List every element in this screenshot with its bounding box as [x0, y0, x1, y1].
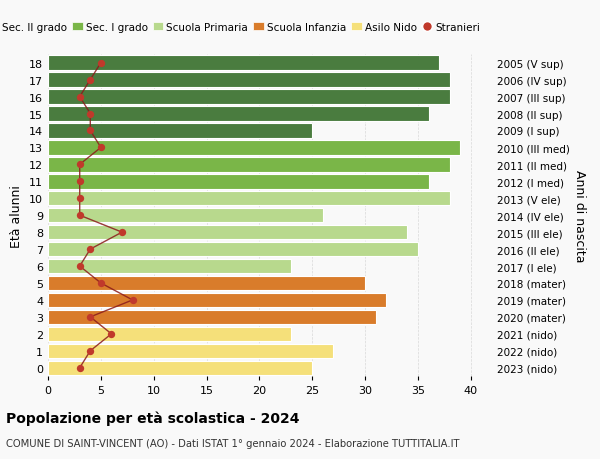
- Bar: [48, 124, 312, 138]
- Bar: [48, 310, 376, 325]
- Bar: [48, 175, 428, 189]
- Bar: [48, 259, 291, 274]
- Point: [75, 178, 85, 185]
- Point: [75, 94, 85, 101]
- Point: [96, 145, 106, 152]
- Point: [96, 280, 106, 287]
- Point: [117, 229, 127, 236]
- Legend: Sec. II grado, Sec. I grado, Scuola Primaria, Scuola Infanzia, Asilo Nido, Stran: Sec. II grado, Sec. I grado, Scuola Prim…: [0, 18, 485, 37]
- Text: COMUNE DI SAINT-VINCENT (AO) - Dati ISTAT 1° gennaio 2024 - Elaborazione TUTTITA: COMUNE DI SAINT-VINCENT (AO) - Dati ISTA…: [6, 438, 460, 448]
- Bar: [48, 107, 428, 122]
- Bar: [48, 73, 450, 88]
- Bar: [48, 327, 291, 341]
- Point: [85, 347, 95, 355]
- Bar: [48, 208, 323, 223]
- Point: [75, 212, 85, 219]
- Text: Popolazione per età scolastica - 2024: Popolazione per età scolastica - 2024: [6, 411, 299, 425]
- Point: [85, 77, 95, 84]
- Point: [128, 297, 137, 304]
- Point: [96, 60, 106, 67]
- Point: [85, 313, 95, 321]
- Bar: [48, 361, 312, 375]
- Point: [75, 161, 85, 168]
- Bar: [48, 90, 450, 105]
- Point: [75, 195, 85, 202]
- Bar: [48, 293, 386, 308]
- Point: [85, 246, 95, 253]
- Point: [85, 128, 95, 135]
- Bar: [48, 276, 365, 291]
- Point: [75, 263, 85, 270]
- Bar: [48, 192, 450, 206]
- Point: [107, 330, 116, 338]
- Bar: [48, 158, 450, 172]
- Bar: [48, 225, 407, 240]
- Point: [85, 111, 95, 118]
- Y-axis label: Anni di nascita: Anni di nascita: [574, 169, 586, 262]
- Bar: [48, 141, 460, 155]
- Y-axis label: Età alunni: Età alunni: [10, 185, 23, 247]
- Point: [75, 364, 85, 372]
- Bar: [48, 242, 418, 257]
- Bar: [48, 56, 439, 71]
- Bar: [48, 344, 334, 358]
